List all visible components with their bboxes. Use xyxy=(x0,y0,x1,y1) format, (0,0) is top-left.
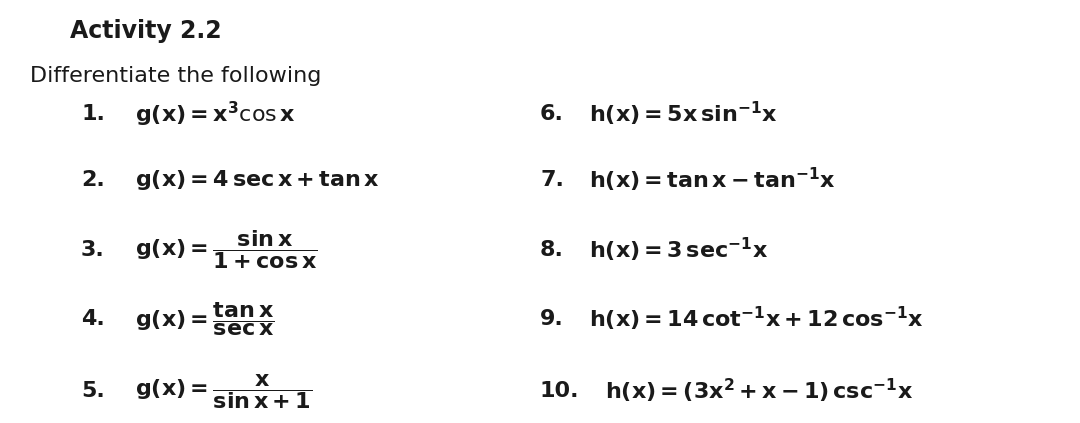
Text: 6.: 6. xyxy=(540,104,564,124)
Text: Differentiate the following: Differentiate the following xyxy=(30,66,322,85)
Text: 9.: 9. xyxy=(540,309,564,330)
Text: $\mathbf{g(x) = x^3 \cos x}$: $\mathbf{g(x) = x^3 \cos x}$ xyxy=(135,99,296,129)
Text: 7.: 7. xyxy=(540,170,564,190)
Text: 5.: 5. xyxy=(81,381,105,401)
Text: $\mathbf{g(x) = \dfrac{x}{sin\,x+1}}$: $\mathbf{g(x) = \dfrac{x}{sin\,x+1}}$ xyxy=(135,372,312,411)
Text: $\mathbf{h(x) = (3x^2 + x - 1)\,csc^{-1}x}$: $\mathbf{h(x) = (3x^2 + x - 1)\,csc^{-1}… xyxy=(605,377,913,405)
Text: 8.: 8. xyxy=(540,239,564,260)
Text: $\mathbf{g(x) = 4\,sec\,x + tan\,x}$: $\mathbf{g(x) = 4\,sec\,x + tan\,x}$ xyxy=(135,168,380,192)
Text: $\mathbf{g(x) = \dfrac{tan\,x}{sec\,x}}$: $\mathbf{g(x) = \dfrac{tan\,x}{sec\,x}}$ xyxy=(135,300,274,338)
Text: $\mathbf{h(x) = tan\,x - tan^{-1}x}$: $\mathbf{h(x) = tan\,x - tan^{-1}x}$ xyxy=(589,166,836,194)
Text: $\mathbf{h(x) = 14\,cot^{-1}x + 12\,cos^{-1}x}$: $\mathbf{h(x) = 14\,cot^{-1}x + 12\,cos^… xyxy=(589,305,923,333)
Text: $\mathbf{g(x) = \dfrac{sin\,x}{1+cos\,x}}$: $\mathbf{g(x) = \dfrac{sin\,x}{1+cos\,x}… xyxy=(135,228,318,271)
Text: $\mathbf{h(x) = 3\,sec^{-1}x}$: $\mathbf{h(x) = 3\,sec^{-1}x}$ xyxy=(589,236,768,264)
Text: Activity 2.2: Activity 2.2 xyxy=(70,19,221,43)
Text: 1.: 1. xyxy=(81,104,105,124)
Text: 10.: 10. xyxy=(540,381,580,401)
Text: 2.: 2. xyxy=(81,170,105,190)
Text: $\mathbf{h(x) = 5x\,sin^{-1}x}$: $\mathbf{h(x) = 5x\,sin^{-1}x}$ xyxy=(589,100,778,128)
Text: 3.: 3. xyxy=(81,239,105,260)
Text: 4.: 4. xyxy=(81,309,105,330)
